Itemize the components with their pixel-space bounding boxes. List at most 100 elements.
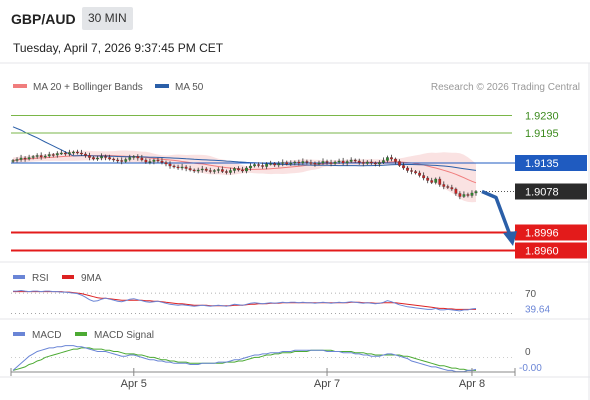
forecast-arrow-shaft	[481, 189, 512, 236]
candle-body	[273, 163, 277, 166]
pivot-label: 1.9135	[525, 158, 559, 170]
macd-signal-legend-label: MACD Signal	[94, 330, 154, 341]
candle-body	[386, 157, 389, 161]
candle-body	[47, 154, 51, 157]
candle-body	[72, 151, 75, 154]
macd-legend-label: MACD	[32, 330, 61, 341]
macd-legend-swatch	[13, 332, 25, 336]
candle-body	[196, 169, 200, 172]
candle-body	[317, 162, 321, 165]
macd-last-value-label: -0.00	[519, 363, 542, 374]
macd-signal-legend-swatch	[75, 332, 87, 336]
candle-body	[265, 163, 268, 167]
candle-body	[305, 161, 309, 163]
candle-body	[188, 168, 192, 171]
candle-body	[132, 156, 136, 158]
last-price-label: 1.9078	[525, 187, 559, 199]
candle-body	[329, 162, 333, 164]
candle-body	[156, 159, 160, 162]
candle-body	[269, 163, 273, 165]
candle-body	[261, 165, 264, 167]
candle-body	[229, 170, 232, 173]
candle-body	[297, 161, 301, 164]
candle-body	[212, 170, 216, 172]
candle-body	[414, 171, 417, 174]
candle-body	[63, 152, 67, 155]
x-axis: Apr 5 Apr 7 Apr 8	[10, 368, 516, 390]
candle-body	[237, 168, 240, 171]
candle-body	[474, 191, 478, 194]
candle-body	[148, 161, 152, 163]
last-price-label-box	[515, 183, 587, 200]
resistance-label: 1.9230	[525, 111, 559, 123]
support-label: 1.8996	[525, 228, 559, 240]
candle-body	[337, 160, 341, 163]
candle-body	[136, 156, 140, 159]
candle-body	[19, 157, 23, 160]
candle-body	[426, 177, 430, 181]
candle-body	[92, 157, 95, 160]
rsi-panel: 70 39.64	[11, 289, 550, 316]
x-axis-tick-label: Apr 8	[459, 378, 485, 390]
candle-body	[208, 170, 212, 172]
candle-body	[394, 158, 397, 162]
candle-body	[398, 161, 401, 166]
candle-body	[454, 188, 458, 194]
candle-body	[293, 161, 297, 164]
candle-body	[100, 156, 103, 159]
support-label: 1.8960	[525, 246, 559, 258]
candle-body	[333, 161, 337, 164]
candle-body	[361, 162, 365, 164]
x-axis-tick-label: Apr 5	[121, 378, 147, 390]
pivot-label-box	[515, 155, 587, 171]
candle-body	[68, 152, 71, 155]
candle-body	[301, 161, 305, 164]
candle-body	[84, 153, 87, 156]
candle-body	[88, 155, 91, 158]
candle-body	[257, 164, 260, 166]
candle-body	[220, 169, 224, 172]
candle-body	[345, 161, 349, 164]
ma20-legend-swatch	[13, 84, 27, 88]
rsi-legend-swatch	[13, 275, 25, 279]
candle-body	[309, 162, 313, 164]
timeframe-badge[interactable]: 30 MIN	[82, 7, 133, 30]
support-label-box	[515, 242, 587, 259]
candle-body	[289, 162, 293, 165]
price-panel: 1.9230 1.9195 1.9135 1.9078 1.8996 1.8960	[11, 111, 587, 259]
candle-body	[446, 186, 450, 188]
candle-body	[462, 194, 466, 197]
x-axis-tick-label: Apr 7	[314, 378, 340, 390]
candle-body	[402, 165, 405, 169]
candle-body	[458, 193, 462, 197]
candle-body	[15, 159, 19, 161]
candle-body	[152, 159, 156, 162]
candle-body	[410, 170, 413, 172]
support-label-box	[515, 224, 587, 241]
candle-body	[200, 168, 204, 171]
candle-body	[108, 157, 111, 160]
rsi-legend-label: RSI	[32, 273, 49, 284]
ma20-legend-label: MA 20 + Bollinger Bands	[33, 82, 143, 93]
candle-body	[128, 157, 132, 160]
candle-body	[357, 160, 361, 163]
candle-body	[39, 155, 43, 158]
macd-line	[12, 345, 477, 373]
candle-body	[434, 178, 438, 183]
candle-body	[23, 157, 27, 160]
candle-body	[277, 163, 281, 166]
candle-body	[192, 169, 196, 172]
candle-body	[216, 169, 220, 171]
rsi-last-value-label: 39.64	[525, 305, 550, 316]
candle-body	[184, 166, 188, 169]
candle-body	[382, 160, 385, 163]
candle-body	[120, 160, 124, 162]
candle-body	[430, 180, 434, 183]
currency-pair-title: GBP/AUD	[11, 11, 76, 27]
ma50-legend-label: MA 50	[175, 82, 204, 93]
candle-body	[253, 164, 256, 167]
candle-body	[245, 167, 248, 172]
candle-body	[422, 175, 426, 179]
candle-body	[168, 163, 172, 167]
